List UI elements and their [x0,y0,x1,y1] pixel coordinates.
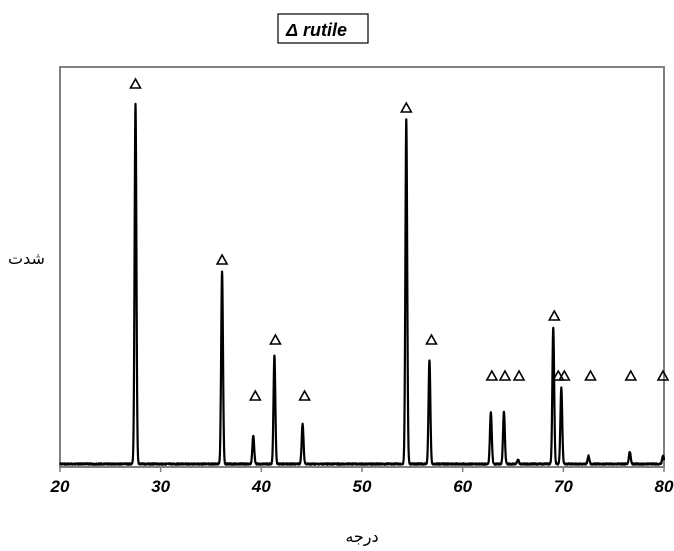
x-tick-label: 40 [251,477,271,496]
rutile-triangle-icon [547,309,561,321]
x-tick-label: 80 [655,477,674,496]
legend-symbol: Δ [285,20,298,40]
legend-box [277,13,369,44]
rutile-triangle-icon [624,369,638,381]
rutile-triangle-icon [269,333,282,345]
legend: Δ rutile [277,13,369,44]
rutile-triangle-icon [551,369,565,381]
series-line [59,102,666,466]
rutile-triangle-icon [399,101,413,113]
rutile-triangle-icon [584,369,597,381]
x-axis-tick-labels: 20 30 40 50 60 70 80 [50,477,674,496]
rutile-triangle-icon [129,77,142,89]
plot-area [59,66,665,468]
x-tick-label: 70 [554,477,573,496]
x-tick-label: 60 [453,477,472,496]
x-axis-label: درجه [345,527,378,547]
x-tick-label: 30 [151,477,170,496]
x-tick-label: 20 [50,477,70,496]
rutile-triangle-icon [485,369,499,381]
legend-label: rutile [303,20,347,40]
rutile-triangle-icon [512,369,526,381]
rutile-markers [129,77,670,401]
rutile-triangle-icon [656,369,670,381]
rutile-triangle-icon [498,369,512,381]
rutile-triangle-icon [425,333,438,345]
x-axis-ticks [59,467,665,472]
rutile-triangle-icon [557,369,571,381]
y-axis-label: شدت [8,249,45,268]
rutile-triangle-icon [248,389,262,401]
x-tick-label: 50 [353,477,372,496]
rutile-triangle-icon [215,253,229,265]
rutile-triangle-icon [298,389,311,401]
